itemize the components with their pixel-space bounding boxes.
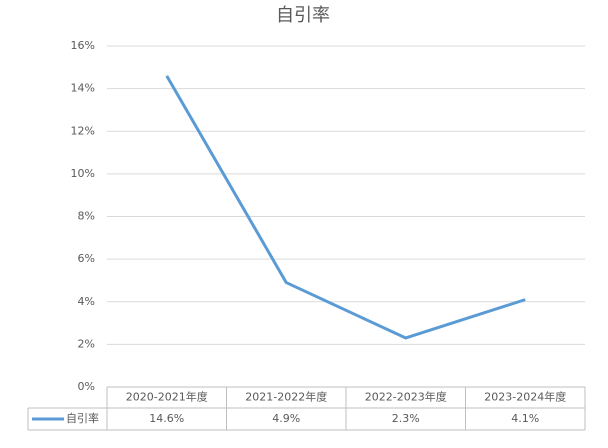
y-tick-label: 12% xyxy=(71,124,95,137)
y-tick-label: 2% xyxy=(78,337,95,350)
x-tick-label: 2020-2021年度 xyxy=(126,390,208,404)
y-tick-label: 8% xyxy=(78,210,95,223)
line xyxy=(165,75,526,340)
data-table-value: 4.9% xyxy=(272,412,300,425)
data-table-value: 14.6% xyxy=(149,412,184,425)
y-tick-label: 14% xyxy=(71,82,95,95)
legend-label: 自引率 xyxy=(66,411,99,425)
y-tick-label: 6% xyxy=(78,252,95,265)
x-tick-label: 2021-2022年度 xyxy=(245,390,327,404)
y-tick-label: 0% xyxy=(78,380,95,393)
data-table-value: 4.1% xyxy=(511,412,539,425)
y-tick-label: 10% xyxy=(71,167,95,180)
y-tick-label: 4% xyxy=(78,295,95,308)
x-tick-label: 2023-2024年度 xyxy=(484,390,566,404)
data-table-value: 2.3% xyxy=(392,412,420,425)
x-tick-label: 2022-2023年度 xyxy=(365,390,447,404)
chart-title: 自引率 xyxy=(276,5,330,26)
y-tick-label: 16% xyxy=(71,39,95,52)
